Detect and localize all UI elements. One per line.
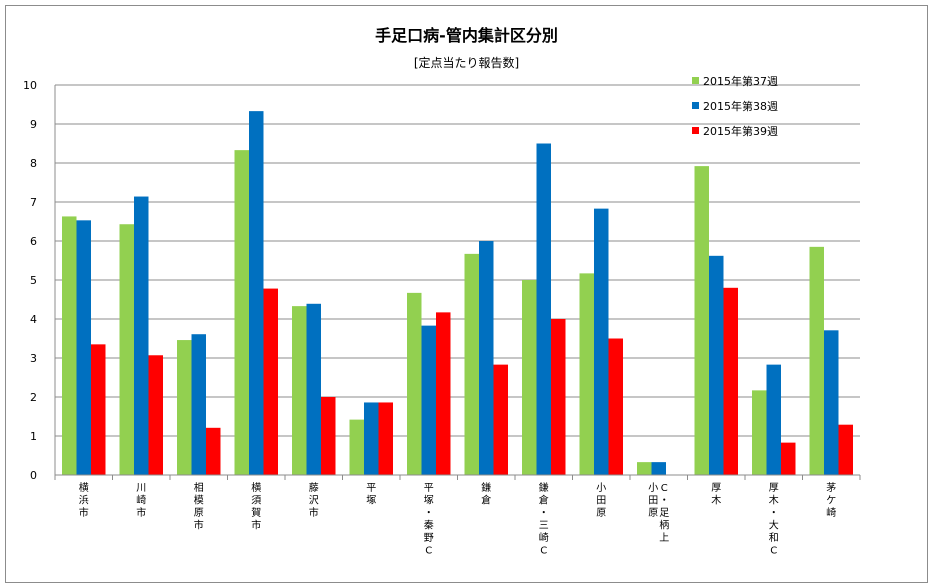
legend-swatch — [692, 127, 699, 134]
y-tick-label: 1 — [30, 430, 37, 443]
chart-subtitle: [定点当たり報告数] — [413, 56, 520, 70]
bar — [134, 196, 149, 476]
x-category-label: 平塚・秦野 C — [424, 483, 434, 557]
bar — [191, 334, 206, 475]
bar — [709, 255, 724, 475]
legend-swatch — [692, 102, 699, 109]
x-category-label: 横須賀市 — [251, 481, 261, 532]
bar — [91, 344, 106, 475]
bar — [292, 306, 307, 475]
bar — [263, 288, 278, 475]
bar — [594, 208, 609, 475]
y-tick-label: 2 — [30, 391, 37, 404]
bar — [306, 303, 321, 475]
bar — [579, 273, 594, 475]
x-category-label: 鎌倉 — [481, 481, 491, 507]
bar — [766, 364, 781, 475]
x-category-label: 厚木 — [711, 482, 721, 507]
x-category-label: 茅ケ崎 — [826, 482, 836, 519]
x-category-labels: 横浜市 川崎市 相模原市 横須賀市 藤沢市 平塚 平塚・秦野 C 鎌倉 鎌倉・三崎 C 小田原 小田原C… — [79, 481, 837, 557]
bar — [234, 150, 249, 475]
x-category-label: 鎌倉・三崎 C — [539, 481, 549, 557]
bar — [349, 419, 364, 475]
bar — [364, 402, 379, 475]
bar — [637, 462, 652, 475]
bar — [479, 241, 494, 475]
y-tick-label: 9 — [30, 118, 37, 131]
bar — [177, 340, 192, 475]
bar — [119, 224, 134, 475]
bar — [809, 246, 824, 475]
y-tick-label: 5 — [30, 274, 37, 287]
bar — [321, 397, 336, 475]
bar — [464, 253, 479, 475]
legend-swatch — [692, 77, 699, 84]
bar — [723, 287, 738, 475]
legend-label: 2015年第38週 — [703, 99, 778, 113]
bar — [608, 338, 623, 475]
y-tick-label: 8 — [30, 157, 37, 170]
y-tick-label: 7 — [30, 196, 37, 209]
bar — [493, 364, 508, 475]
bar — [522, 280, 537, 475]
y-tick-label: 3 — [30, 352, 37, 365]
bar — [651, 462, 666, 475]
bar — [752, 390, 767, 475]
y-tick-label: 0 — [30, 469, 37, 482]
bar — [76, 220, 91, 475]
bar — [421, 325, 436, 475]
x-category-label: 厚木・大和 C — [769, 482, 779, 557]
x-category-label: 小田原 — [596, 482, 606, 519]
bar — [781, 442, 796, 475]
legend: 2015年第37週 2015年第38週 2015年第39週 — [692, 74, 778, 138]
y-tick-labels: 0 1 2 3 4 5 6 7 8 9 10 — [23, 79, 37, 482]
x-category-label: 川崎市 — [136, 483, 146, 519]
x-category-label: 藤沢市 — [309, 482, 319, 519]
bar — [206, 427, 221, 475]
bar — [62, 216, 77, 475]
bar — [436, 312, 451, 475]
legend-label: 2015年第37週 — [703, 74, 778, 88]
bars — [62, 111, 853, 476]
bar — [838, 424, 853, 475]
bar — [249, 111, 264, 475]
bar — [551, 319, 566, 475]
y-tick-label: 10 — [23, 79, 37, 92]
bar — [536, 143, 551, 475]
x-category-label: 相模原市 — [194, 481, 204, 532]
bar — [148, 355, 163, 475]
bar — [407, 292, 422, 475]
y-tick-label: 6 — [30, 235, 37, 248]
chart-title: 手足口病-管内集計区分別 — [375, 26, 558, 45]
axes — [54, 85, 861, 480]
x-category-label: 小田原C ・足柄上 — [648, 482, 669, 544]
bar — [824, 330, 839, 475]
legend-label: 2015年第39週 — [703, 124, 778, 138]
x-category-label: 平塚 — [366, 483, 376, 507]
y-tick-label: 4 — [30, 313, 37, 326]
bar — [694, 166, 709, 475]
bar — [378, 402, 393, 475]
x-category-label: 横浜市 — [79, 481, 89, 519]
